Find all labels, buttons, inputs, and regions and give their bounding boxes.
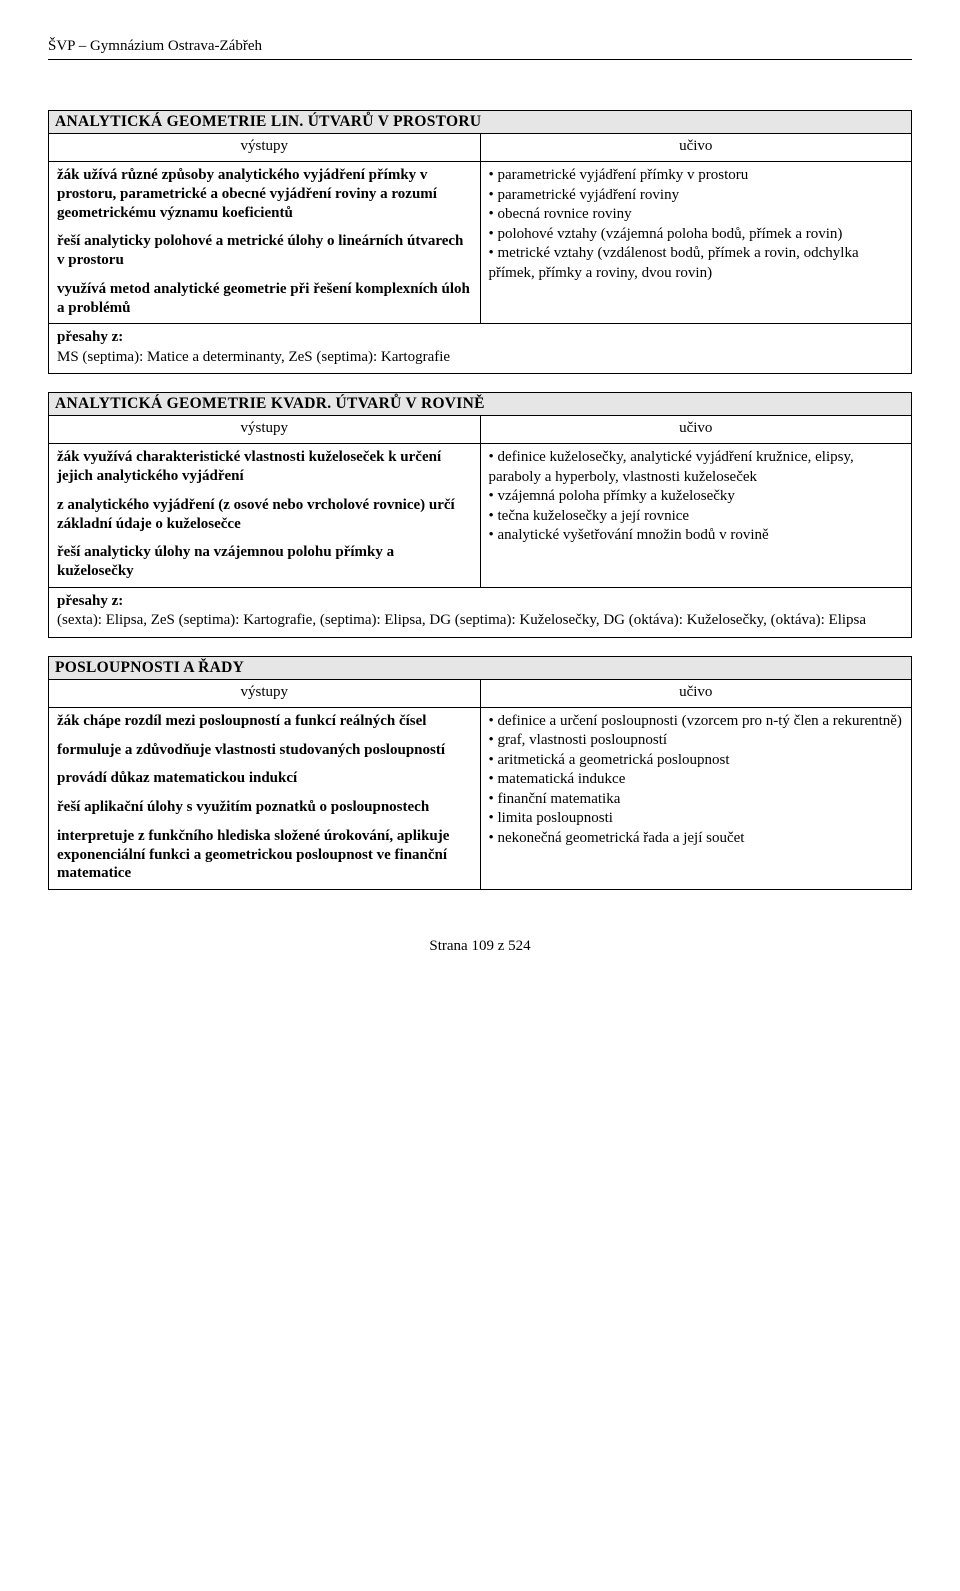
overlap-text: MS (septima): Matice a determinanty, ZeS…	[57, 349, 450, 365]
outcome-text: využívá metod analytické geometrie při ř…	[57, 280, 472, 318]
outcome-text: řeší analyticky polohové a metrické úloh…	[57, 232, 472, 270]
table-posloupnosti: výstupy učivo žák chápe rozdíl mezi posl…	[48, 679, 912, 890]
section-title-analytic-lin: ANALYTICKÁ GEOMETRIE LIN. ÚTVARŮ V PROST…	[48, 110, 912, 134]
col-header-ucivo: učivo	[480, 416, 912, 444]
cell-content: • parametrické vyjádření přímky v prosto…	[480, 162, 912, 324]
content-bullet: • graf, vlastnosti posloupností	[489, 731, 904, 751]
outcome-text: interpretuje z funkčního hlediska složen…	[57, 827, 472, 883]
page-footer: Strana 109 z 524	[48, 938, 912, 955]
content-bullet: • matematická indukce	[489, 770, 904, 790]
col-header-ucivo: učivo	[480, 679, 912, 707]
cell-outcomes: žák užívá různé způsoby analytického vyj…	[49, 162, 481, 324]
outcome-text: řeší aplikační úlohy s využitím poznatků…	[57, 798, 472, 817]
section-title-posloupnosti: POSLOUPNOSTI A ŘADY	[48, 656, 912, 680]
content-bullet: • analytické vyšetřování množin bodů v r…	[489, 526, 904, 546]
table-analytic-lin: výstupy učivo žák užívá různé způsoby an…	[48, 133, 912, 374]
content-bullet: • obecná rovnice roviny	[489, 205, 904, 225]
content-bullet: • definice kuželosečky, analytické vyjád…	[489, 448, 904, 487]
cell-content: • definice a určení posloupnosti (vzorce…	[480, 707, 912, 889]
col-header-vystupy: výstupy	[49, 416, 481, 444]
cell-content: • definice kuželosečky, analytické vyjád…	[480, 444, 912, 588]
page-header: ŠVP – Gymnázium Ostrava-Zábřeh	[48, 38, 912, 55]
cell-overlap: přesahy z: MS (septima): Matice a determ…	[49, 324, 912, 374]
col-header-vystupy: výstupy	[49, 134, 481, 162]
cell-overlap: přesahy z: (sexta): Elipsa, ZeS (septima…	[49, 587, 912, 637]
col-header-ucivo: učivo	[480, 134, 912, 162]
content-bullet: • finanční matematika	[489, 790, 904, 810]
content-bullet: • parametrické vyjádření roviny	[489, 186, 904, 206]
outcome-text: řeší analyticky úlohy na vzájemnou poloh…	[57, 543, 472, 581]
overlap-label: přesahy z:	[57, 593, 123, 609]
content-bullet: • nekonečná geometrická řada a její souč…	[489, 829, 904, 849]
outcome-text: žák využívá charakteristické vlastnosti …	[57, 448, 472, 486]
overlap-label: přesahy z:	[57, 329, 123, 345]
overlap-text: (sexta): Elipsa, ZeS (septima): Kartogra…	[57, 612, 866, 628]
cell-outcomes: žák využívá charakteristické vlastnosti …	[49, 444, 481, 588]
outcome-text: formuluje a zdůvodňuje vlastnosti studov…	[57, 741, 472, 760]
table-analytic-kvadr: výstupy učivo žák využívá charakteristic…	[48, 415, 912, 638]
content-bullet: • limita posloupnosti	[489, 809, 904, 829]
col-header-vystupy: výstupy	[49, 679, 481, 707]
content-bullet: • aritmetická a geometrická posloupnost	[489, 751, 904, 771]
content-bullet: • definice a určení posloupnosti (vzorce…	[489, 712, 904, 732]
outcome-text: žák chápe rozdíl mezi posloupností a fun…	[57, 712, 472, 731]
cell-outcomes: žák chápe rozdíl mezi posloupností a fun…	[49, 707, 481, 889]
section-title-analytic-kvadr: ANALYTICKÁ GEOMETRIE KVADR. ÚTVARŮ V ROV…	[48, 392, 912, 416]
content-bullet: • polohové vztahy (vzájemná poloha bodů,…	[489, 225, 904, 245]
outcome-text: z analytického vyjádření (z osové nebo v…	[57, 496, 472, 534]
header-rule	[48, 59, 912, 60]
content-bullet: • tečna kuželosečky a její rovnice	[489, 507, 904, 527]
content-bullet: • metrické vztahy (vzdálenost bodů, přím…	[489, 244, 904, 283]
outcome-text: žák užívá různé způsoby analytického vyj…	[57, 166, 472, 222]
content-bullet: • vzájemná poloha přímky a kuželosečky	[489, 487, 904, 507]
content-bullet: • parametrické vyjádření přímky v prosto…	[489, 166, 904, 186]
outcome-text: provádí důkaz matematickou indukcí	[57, 769, 472, 788]
